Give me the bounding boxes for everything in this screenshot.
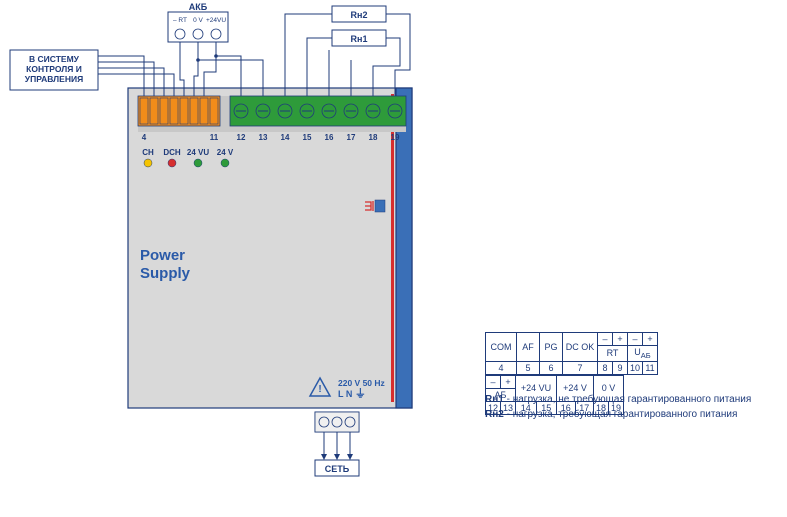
- svg-text:Rн2: Rн2: [351, 10, 368, 20]
- legend: Rн1 - нагрузка, не требующая гарантирова…: [485, 392, 751, 422]
- svg-text:CH: CH: [142, 148, 154, 157]
- green-terminal-block: [230, 96, 406, 126]
- svg-text:0 V: 0 V: [193, 17, 203, 24]
- svg-text:15: 15: [303, 133, 312, 142]
- control-system-box: В СИСТЕМУ КОНТРОЛЯ И УПРАВЛЕНИЯ: [10, 50, 98, 90]
- svg-text:13: 13: [259, 133, 268, 142]
- legend-rn1-text: - нагрузка, не требующая гарантированног…: [504, 394, 751, 405]
- svg-text:АКБ: АКБ: [189, 2, 208, 12]
- svg-text:14: 14: [281, 133, 290, 142]
- akb-box: АКБ – RT 0 V +24VU: [168, 2, 228, 42]
- svg-text:Supply: Supply: [140, 265, 191, 282]
- svg-text:L N ⏚: L N ⏚: [338, 387, 366, 400]
- svg-text:+24VU: +24VU: [206, 17, 226, 24]
- wires: [98, 14, 410, 96]
- wiring-diagram: 4 11 12 13 14 15 16 17 18 19 CH DCH 24 VU 24 V…: [0, 0, 787, 517]
- svg-text:В СИСТЕМУ: В СИСТЕМУ: [29, 54, 80, 64]
- svg-text:КОНТРОЛЯ И: КОНТРОЛЯ И: [26, 64, 82, 74]
- rn2-box: Rн2: [332, 6, 386, 22]
- svg-text:220 V 50 Hz: 220 V 50 Hz: [338, 378, 385, 388]
- svg-text:!: !: [318, 384, 321, 395]
- svg-text:12: 12: [237, 133, 246, 142]
- ac-terminal: [315, 412, 359, 432]
- svg-text:Rн1: Rн1: [351, 34, 368, 44]
- svg-text:24 VU: 24 VU: [187, 148, 209, 157]
- rn1-box: Rн1: [332, 30, 386, 46]
- svg-text:18: 18: [369, 133, 378, 142]
- legend-rn2-text: - нагрузка, требующая гарантированного п…: [504, 409, 738, 420]
- svg-text:11: 11: [210, 133, 219, 142]
- orange-terminal-block: [138, 96, 220, 126]
- power-supply-label: Power: [140, 247, 185, 264]
- svg-text:DCH: DCH: [163, 148, 181, 157]
- svg-text:16: 16: [325, 133, 334, 142]
- svg-text:СЕТЬ: СЕТЬ: [325, 464, 350, 474]
- svg-text:– RT: – RT: [173, 17, 187, 24]
- net-box: СЕТЬ: [315, 460, 359, 476]
- svg-text:24 V: 24 V: [217, 148, 234, 157]
- svg-text:19: 19: [391, 133, 400, 142]
- legend-rn1-name: Rн1: [485, 394, 504, 405]
- legend-rn2-name: Rн2: [485, 409, 504, 420]
- din-clip-icon: [365, 200, 385, 212]
- svg-text:4: 4: [142, 133, 147, 142]
- svg-text:УПРАВЛЕНИЯ: УПРАВЛЕНИЯ: [25, 74, 83, 84]
- svg-text:17: 17: [347, 133, 356, 142]
